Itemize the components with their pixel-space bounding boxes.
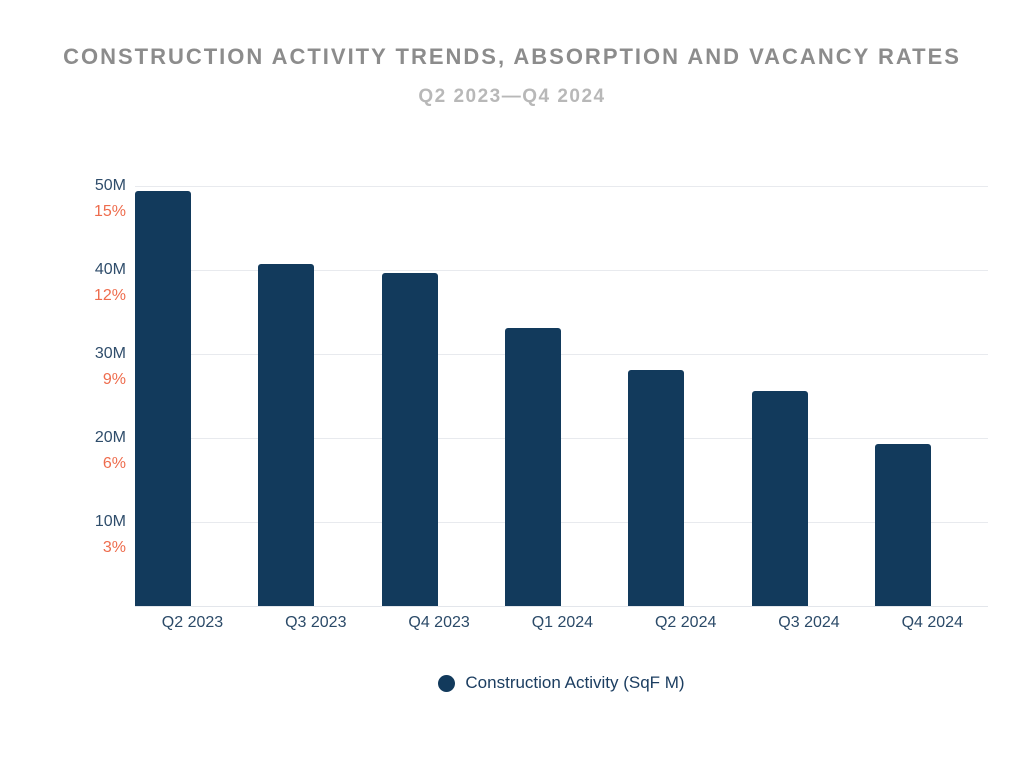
x-axis-label: Q4 2024 (901, 614, 963, 631)
x-axis-label: Q2 2023 (161, 614, 224, 631)
bar-q2-2023 (135, 190, 191, 606)
legend: Construction Activity (SqF M) (135, 672, 988, 694)
y-axis-volume-tick: 30M (94, 344, 126, 362)
y-axis-vacancy-tick: 15% (93, 202, 126, 220)
chart-title: CONSTRUCTION ACTIVITY TRENDS, ABSORPTION… (63, 44, 961, 69)
bar-q3-2023 (258, 263, 315, 606)
legend-label: Construction Activity (SqF M) (465, 673, 685, 692)
bar-q3-2024 (751, 390, 808, 606)
chart-subtitle: Q2 2023—Q4 2024 (418, 86, 606, 107)
x-axis-label: Q3 2023 (285, 614, 347, 631)
y-axis-volume-tick: 20M (94, 428, 126, 446)
y-axis-vacancy-tick: 6% (102, 454, 126, 472)
gridline (135, 185, 988, 187)
y-axis-volume-tick: 50M (94, 176, 126, 194)
x-axis-label: Q1 2024 (531, 614, 594, 631)
y-axis-vacancy-tick: 12% (93, 286, 126, 304)
gridline (135, 353, 988, 355)
gridline (135, 521, 988, 523)
bar-q4-2024 (874, 443, 931, 606)
x-axis-line (135, 606, 988, 607)
x-axis-label: Q2 2024 (654, 614, 717, 631)
y-axis-volume-tick: 40M (94, 260, 126, 278)
gridline (135, 437, 988, 439)
y-axis-volume-tick: 10M (94, 512, 126, 530)
bar-q4-2023 (381, 273, 438, 606)
x-axis-label: Q3 2024 (778, 614, 840, 631)
y-axis-vacancy-tick: 9% (102, 370, 126, 388)
circle-icon (438, 674, 456, 692)
gridline (135, 269, 988, 271)
y-axis-vacancy-tick: 3% (102, 538, 126, 556)
bar-q1-2024 (504, 327, 561, 606)
bar-q2-2024 (628, 369, 685, 606)
x-axis-label: Q4 2023 (408, 614, 470, 631)
